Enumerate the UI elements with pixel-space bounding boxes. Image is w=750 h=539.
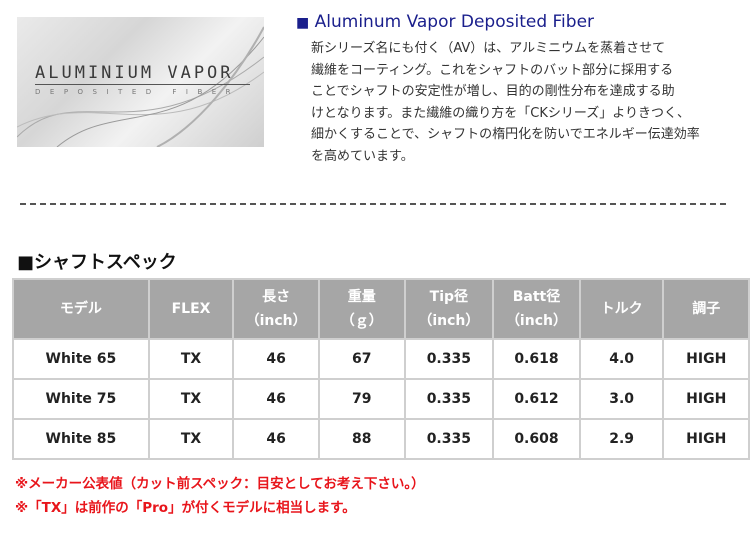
- wave-decoration: [17, 26, 264, 147]
- description-line: 新シリーズ名にも付く（AV）は、アルミニウムを蒸着させて: [311, 41, 666, 56]
- table-cell: 0.608: [492, 418, 581, 460]
- banner-subtitle: DEPOSITED FIBER: [35, 88, 241, 96]
- section-heading: ■ Aluminum Vapor Deposited Fiber: [296, 12, 594, 32]
- column-header: Batt径 （inch）: [492, 278, 581, 340]
- description-line: 細かくすることで、シャフトの楕円化を防いでエネルギー伝達効率: [311, 127, 700, 143]
- table-cell: 0.335: [403, 418, 495, 460]
- table-cell: 79: [317, 378, 406, 420]
- table-cell: TX: [147, 378, 235, 420]
- description-line: 繊維をコーティング。これをシャフトのバット部分に採用する: [311, 62, 674, 78]
- table-cell: 0.618: [492, 338, 581, 380]
- column-header: 重量 （ｇ）: [317, 278, 406, 340]
- column-header-text: 重量: [347, 289, 376, 305]
- dashed-divider: [20, 203, 726, 205]
- table-cell: 67: [317, 338, 406, 380]
- column-header-text: 調子: [692, 301, 721, 317]
- table-cell: HIGH: [662, 338, 750, 380]
- table-cell: 46: [232, 418, 320, 460]
- column-header-text: Tip径: [429, 289, 469, 305]
- aluminium-vapor-banner: ALUMINIUM VAPOR DEPOSITED FIBER: [17, 17, 264, 147]
- column-header: Tip径 （inch）: [403, 278, 495, 340]
- column-header-text: Batt径: [512, 289, 561, 305]
- square-bullet-icon: ■: [296, 15, 310, 31]
- table-row: White 65 TX 46 67 0.335 0.618 4.0 HIGH: [12, 338, 750, 380]
- table-cell: White 85: [12, 418, 150, 460]
- banner-rule: [35, 84, 250, 85]
- banner-title: ALUMINIUM VAPOR: [35, 63, 234, 83]
- column-header-text: トルク: [600, 301, 643, 317]
- column-header: 調子: [662, 278, 750, 340]
- note-line: ※メーカー公表値（カット前スペック：目安としてお考え下さい。）: [15, 476, 425, 492]
- table-cell: 3.0: [578, 378, 665, 420]
- column-header: トルク: [578, 278, 665, 340]
- column-header-text: （inch）: [245, 313, 307, 329]
- column-header-text: 長さ: [262, 289, 291, 305]
- description-line: ことでシャフトの安定性が増し、目的の剛性分布を達成する助: [311, 84, 675, 100]
- table-cell: 88: [317, 418, 406, 460]
- table-cell: TX: [147, 338, 235, 380]
- table-cell: TX: [147, 418, 235, 460]
- column-header: FLEX: [147, 278, 235, 340]
- table-cell: 2.9: [578, 418, 665, 460]
- table-cell: 0.612: [492, 378, 581, 420]
- description-line: を高めています。: [311, 148, 414, 164]
- table-cell: 0.335: [403, 378, 495, 420]
- table-cell: White 75: [12, 378, 150, 420]
- notes: ※メーカー公表値（カット前スペック：目安としてお考え下さい。） ※「TX」は前作…: [15, 472, 425, 520]
- table-cell: HIGH: [662, 418, 750, 460]
- description-line: けとなります。また繊維の織り方を「CKシリーズ」よりきつく、: [311, 105, 691, 121]
- table-cell: 46: [232, 338, 320, 380]
- heading-text: Aluminum Vapor Deposited Fiber: [314, 12, 595, 32]
- column-header-text: （inch）: [418, 313, 480, 329]
- table-row: White 75 TX 46 79 0.335 0.612 3.0 HIGH: [12, 378, 750, 420]
- column-header-text: FLEX: [171, 301, 211, 317]
- table-cell: 4.0: [578, 338, 665, 380]
- column-header: モデル: [12, 278, 150, 340]
- table-cell: White 65: [12, 338, 150, 380]
- table-row: White 85 TX 46 88 0.335 0.608 2.9 HIGH: [12, 418, 750, 460]
- column-header-text: モデル: [59, 301, 102, 317]
- column-header-text: （ｇ）: [340, 313, 383, 329]
- table-cell: 46: [232, 378, 320, 420]
- spec-table: モデル FLEX 長さ （inch） 重量 （ｇ） Tip径 （inch） Batt径 （inch…: [12, 278, 750, 460]
- column-header: 長さ （inch）: [232, 278, 320, 340]
- column-header-text: （inch）: [505, 313, 567, 329]
- table-cell: 0.335: [403, 338, 495, 380]
- spec-title: ■シャフトスペック: [17, 252, 177, 273]
- note-line: ※「TX」は前作の「Pro」が付くモデルに相当します。: [15, 500, 356, 516]
- table-cell: HIGH: [662, 378, 750, 420]
- description: 新シリーズ名にも付く（AV）は、アルミニウムを蒸着させて 繊維をコーティング。こ…: [311, 38, 741, 168]
